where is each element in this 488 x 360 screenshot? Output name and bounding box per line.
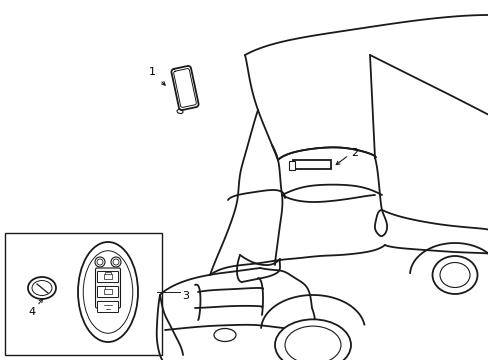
Bar	[104, 289, 112, 294]
Text: 4: 4	[28, 307, 36, 317]
Ellipse shape	[274, 319, 350, 360]
Text: 2: 2	[350, 148, 357, 158]
Ellipse shape	[439, 262, 469, 288]
Ellipse shape	[97, 259, 103, 265]
Ellipse shape	[32, 280, 52, 296]
Ellipse shape	[111, 257, 121, 267]
Ellipse shape	[28, 277, 56, 299]
FancyBboxPatch shape	[97, 301, 118, 312]
Ellipse shape	[177, 109, 183, 113]
Ellipse shape	[285, 326, 340, 360]
Bar	[292, 160, 330, 169]
Text: 1: 1	[148, 67, 155, 77]
Bar	[288, 161, 294, 170]
Ellipse shape	[214, 328, 236, 342]
Text: 3: 3	[182, 291, 189, 301]
FancyBboxPatch shape	[97, 287, 118, 297]
Ellipse shape	[113, 259, 119, 265]
Bar	[104, 274, 112, 279]
Ellipse shape	[431, 256, 476, 294]
Ellipse shape	[83, 251, 132, 333]
FancyBboxPatch shape	[95, 268, 120, 308]
Ellipse shape	[78, 242, 138, 342]
FancyBboxPatch shape	[97, 271, 118, 283]
Bar	[5, 233, 162, 355]
Ellipse shape	[95, 257, 105, 267]
